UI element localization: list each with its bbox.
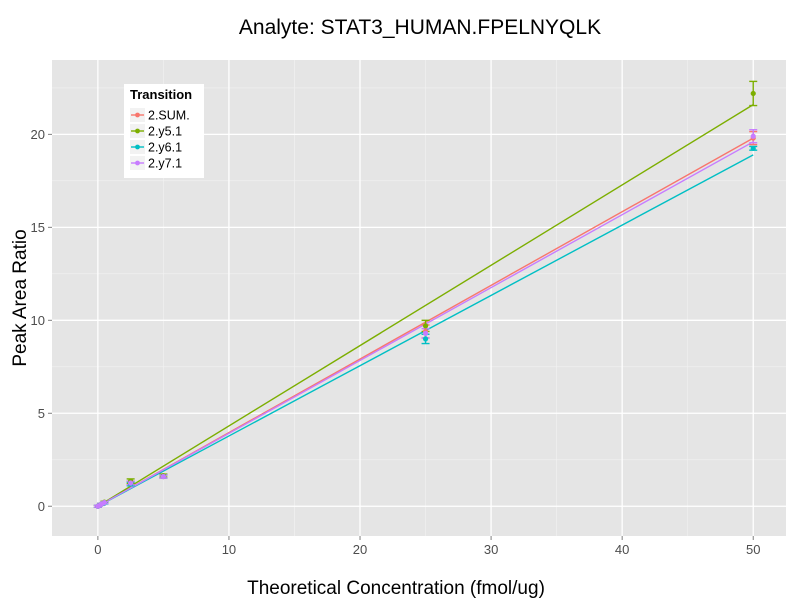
legend: Transition 2.SUM. 2.y5.1 2.y6.1 2.y7.1 xyxy=(124,84,204,178)
y-axis: 0 5 10 15 20 xyxy=(31,127,52,514)
chart-title: Analyte: STAT3_HUMAN.FPELNYQLK xyxy=(239,16,601,39)
data-points xyxy=(95,90,756,509)
grid-minor xyxy=(52,60,786,536)
legend-label: 2.y6.1 xyxy=(148,141,182,155)
data-point xyxy=(128,480,134,486)
x-axis: 0 10 20 30 40 50 xyxy=(94,536,760,557)
y-axis-label: Peak Area Ratio xyxy=(10,229,31,366)
y-tick-label: 0 xyxy=(38,499,45,514)
data-point xyxy=(422,323,429,329)
legend-label: 2.y5.1 xyxy=(148,125,182,139)
data-point xyxy=(101,499,108,506)
x-tick-label: 10 xyxy=(222,542,236,557)
y-tick-label: 20 xyxy=(31,127,45,142)
data-point xyxy=(750,145,756,151)
x-tick-label: 0 xyxy=(94,542,101,557)
legend-item: 2.SUM. xyxy=(130,108,190,123)
legend-key-point xyxy=(135,160,140,166)
legend-key-point xyxy=(135,128,140,134)
fit-line xyxy=(97,104,754,507)
x-tick-label: 40 xyxy=(615,542,629,557)
legend-key-point xyxy=(135,112,140,118)
legend-title: Transition xyxy=(130,87,192,102)
x-axis-label: Theoretical Concentration (fmol/ug) xyxy=(247,578,545,599)
data-point xyxy=(422,330,429,336)
x-tick-label: 30 xyxy=(484,542,498,557)
y-tick-label: 10 xyxy=(31,313,45,328)
y-tick-label: 5 xyxy=(38,406,45,421)
legend-items: 2.SUM. 2.y5.1 2.y6.1 2.y7.1 xyxy=(130,108,190,171)
x-tick-label: 50 xyxy=(746,542,760,557)
x-tick-label: 20 xyxy=(353,542,367,557)
legend-label: 2.y7.1 xyxy=(148,157,182,171)
legend-item: 2.y6.1 xyxy=(130,140,182,155)
y-tick-label: 15 xyxy=(31,220,45,235)
legend-item: 2.y5.1 xyxy=(130,124,182,139)
data-point xyxy=(422,336,429,342)
legend-label: 2.SUM. xyxy=(148,109,190,123)
data-point xyxy=(750,90,756,97)
data-point xyxy=(750,133,756,139)
legend-key-point xyxy=(135,144,140,150)
legend-item: 2.y7.1 xyxy=(130,156,182,171)
data-point xyxy=(160,473,167,480)
